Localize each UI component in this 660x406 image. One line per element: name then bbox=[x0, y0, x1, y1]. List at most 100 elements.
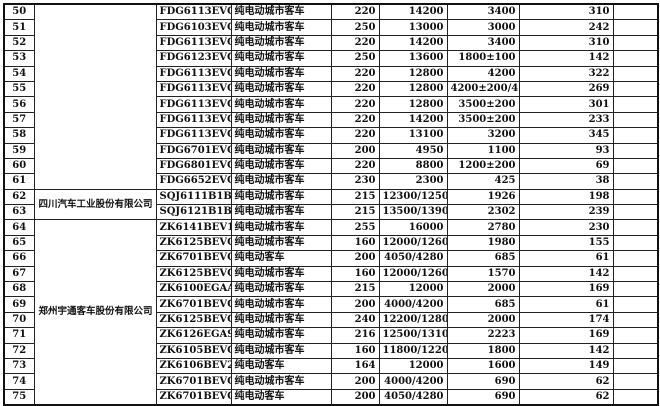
value-col7: 685 bbox=[446, 250, 520, 267]
value-col6: 16000 bbox=[378, 219, 448, 236]
value-col5: 215 bbox=[330, 188, 380, 206]
company-name: 四川汽车工业股份有限公司 bbox=[33, 188, 157, 221]
table-row: 67 ZK6125BEVG1纯电动城市客车16012000/12600157014… bbox=[3, 265, 659, 283]
model-number: SQJ6111B1BEV bbox=[155, 188, 232, 206]
value-col5: 200 bbox=[330, 296, 380, 313]
value-col9 bbox=[612, 250, 659, 267]
value-col7: 1800±100 bbox=[446, 50, 520, 67]
value-col9 bbox=[612, 327, 659, 344]
value-col9 bbox=[612, 127, 659, 144]
value-col7: 690 bbox=[446, 373, 520, 390]
value-col8: 174 bbox=[518, 311, 614, 329]
value-col6: 14200 bbox=[378, 34, 448, 52]
table-row: 55 FDG6113EVG5纯电动城市客车220128004200±200/450… bbox=[3, 80, 659, 98]
value-col9 bbox=[612, 296, 659, 313]
value-col5: 220 bbox=[330, 127, 380, 144]
model-number: FDG6113EVG9 bbox=[155, 127, 232, 144]
value-col7: 1980 bbox=[446, 234, 520, 252]
model-number: SQJ6121B1BEV bbox=[155, 204, 232, 221]
model-number: ZK6125BEVG4 bbox=[155, 311, 232, 329]
value-col8: 142 bbox=[518, 342, 614, 359]
value-col6: 13600 bbox=[378, 50, 448, 67]
value-col8: 155 bbox=[518, 234, 614, 252]
vehicle-type: 纯电动城市客车 bbox=[230, 34, 332, 52]
row-number: 52 bbox=[3, 34, 35, 52]
model-number: FDG6113EVG1 bbox=[155, 111, 232, 129]
value-col9 bbox=[612, 173, 659, 190]
value-col6: 12200/12800 bbox=[378, 311, 448, 329]
value-col8: 61 bbox=[518, 296, 614, 313]
table-row: 72 ZK6105BEVG1纯电动城市客车16011800/12200180014… bbox=[3, 342, 659, 359]
value-col7: 1800 bbox=[446, 342, 520, 359]
value-col9 bbox=[612, 373, 659, 390]
model-number: ZK6126EGA9 bbox=[155, 327, 232, 344]
row-number: 57 bbox=[3, 111, 35, 129]
value-col7: 2302 bbox=[446, 204, 520, 221]
value-col9 bbox=[612, 204, 659, 221]
vehicle-type: 纯电动城市客车 bbox=[230, 204, 332, 221]
value-col7: 2000 bbox=[446, 281, 520, 298]
row-number: 71 bbox=[3, 327, 35, 344]
value-col6: 12500/13100 bbox=[378, 327, 448, 344]
value-col8: 345 bbox=[518, 127, 614, 144]
value-col7: 2223 bbox=[446, 327, 520, 344]
row-number: 67 bbox=[3, 265, 35, 283]
value-col8: 61 bbox=[518, 250, 614, 267]
value-col9 bbox=[612, 96, 659, 113]
row-number: 69 bbox=[3, 296, 35, 313]
value-col7: 4200 bbox=[446, 65, 520, 82]
value-col9 bbox=[612, 265, 659, 283]
value-col9 bbox=[612, 142, 659, 159]
value-col8: 93 bbox=[518, 142, 614, 159]
table-row: 65 ZK6125BEVG2纯电动城市客车16012000/12600198015… bbox=[3, 234, 659, 252]
row-number: 51 bbox=[3, 19, 35, 36]
vehicle-type: 纯电动客车 bbox=[230, 388, 332, 406]
row-number: 59 bbox=[3, 142, 35, 159]
row-number: 75 bbox=[3, 388, 35, 406]
vehicle-type: 纯电动城市客车 bbox=[230, 373, 332, 390]
row-number: 53 bbox=[3, 50, 35, 67]
model-number: ZK6100EGAA bbox=[155, 281, 232, 298]
value-col8: 169 bbox=[518, 327, 614, 344]
row-number: 66 bbox=[3, 250, 35, 267]
value-col6: 12000 bbox=[378, 281, 448, 298]
vehicle-type: 纯电动城市客车 bbox=[230, 3, 332, 21]
value-col6: 12000 bbox=[378, 357, 448, 375]
value-col8: 322 bbox=[518, 65, 614, 82]
value-col9 bbox=[612, 234, 659, 252]
value-col8: 269 bbox=[518, 80, 614, 98]
value-col9 bbox=[612, 357, 659, 375]
row-number: 62 bbox=[3, 188, 35, 206]
value-col5: 240 bbox=[330, 311, 380, 329]
value-col9 bbox=[612, 311, 659, 329]
value-col7: 1570 bbox=[446, 265, 520, 283]
model-number: ZK6125BEVG2 bbox=[155, 234, 232, 252]
value-col8: 62 bbox=[518, 388, 614, 406]
row-number: 60 bbox=[3, 157, 35, 175]
value-col7: 3400 bbox=[446, 34, 520, 52]
vehicle-type: 纯电动客车 bbox=[230, 250, 332, 267]
value-col9 bbox=[612, 388, 659, 406]
vehicle-type: 纯电动城市客车 bbox=[230, 296, 332, 313]
value-col9 bbox=[612, 80, 659, 98]
table-row: 68 ZK6100EGAA 纯电动城市客车 215 12000 2000 169 bbox=[3, 281, 659, 298]
value-col6: 8800 bbox=[378, 157, 448, 175]
row-number: 65 bbox=[3, 234, 35, 252]
model-number: FDG6113EVG8 bbox=[155, 3, 232, 21]
value-col7: 3400 bbox=[446, 3, 520, 21]
table-row: 73 ZK6106BEV2 纯电动客车 164 12000 1600 149 bbox=[3, 357, 659, 375]
value-col8: 69 bbox=[518, 157, 614, 175]
vehicle-type: 纯电动城市客车 bbox=[230, 327, 332, 344]
value-col5: 200 bbox=[330, 388, 380, 406]
value-col8: 198 bbox=[518, 188, 614, 206]
value-col6: 12800 bbox=[378, 65, 448, 82]
value-col7: 4200±200/4500 bbox=[446, 80, 520, 98]
row-number: 58 bbox=[3, 127, 35, 144]
value-col9 bbox=[612, 50, 659, 67]
model-number: ZK6701BEVQ3 bbox=[155, 250, 232, 267]
value-col7: 3500±200 bbox=[446, 111, 520, 129]
